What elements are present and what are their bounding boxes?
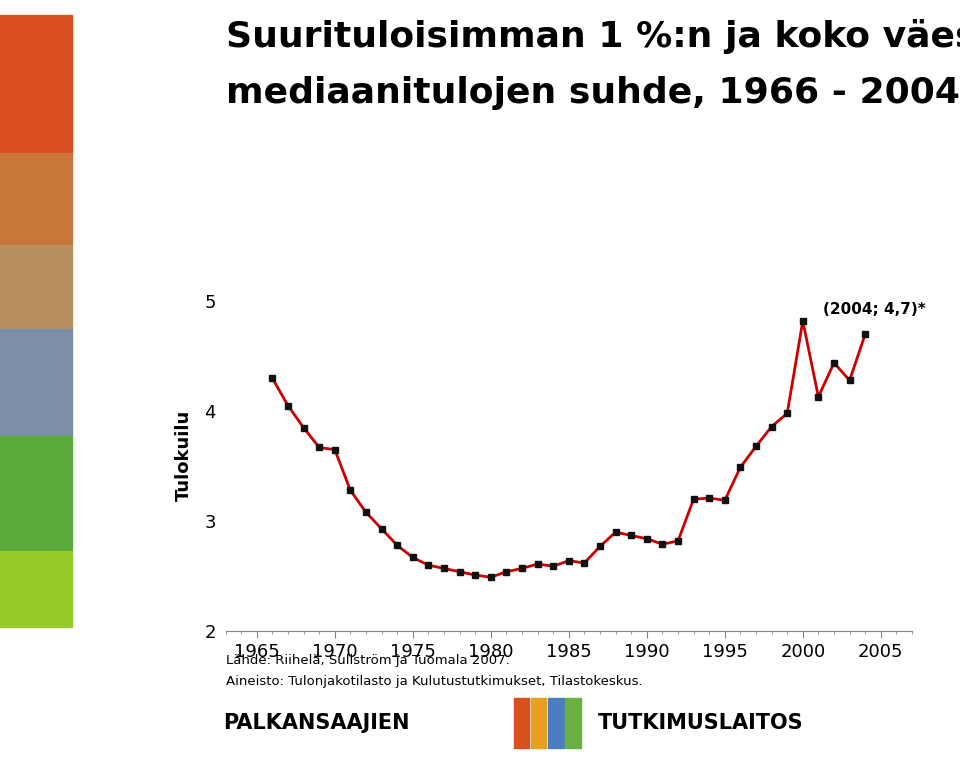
Text: mediaanitulojen suhde, 1966 - 2004: mediaanitulojen suhde, 1966 - 2004 — [226, 76, 960, 110]
Text: (2004; 4,7)*: (2004; 4,7)* — [823, 302, 925, 317]
Text: Suurituloisimman 1 %:n ja koko väestön: Suurituloisimman 1 %:n ja koko väestön — [226, 19, 960, 54]
Text: TUTKIMUSLAITOS: TUTKIMUSLAITOS — [598, 713, 804, 733]
Text: Lähde: Riihelä, Sullström ja Tuomala 2007.: Lähde: Riihelä, Sullström ja Tuomala 200… — [226, 654, 510, 667]
Text: PALKANSAAJIEN: PALKANSAAJIEN — [224, 713, 410, 733]
Y-axis label: Tulokuilu: Tulokuilu — [176, 409, 193, 501]
Text: Aineisto: Tulonjakotilasto ja Kulutustutkimukset, Tilastokeskus.: Aineisto: Tulonjakotilasto ja Kulutustut… — [226, 675, 642, 688]
